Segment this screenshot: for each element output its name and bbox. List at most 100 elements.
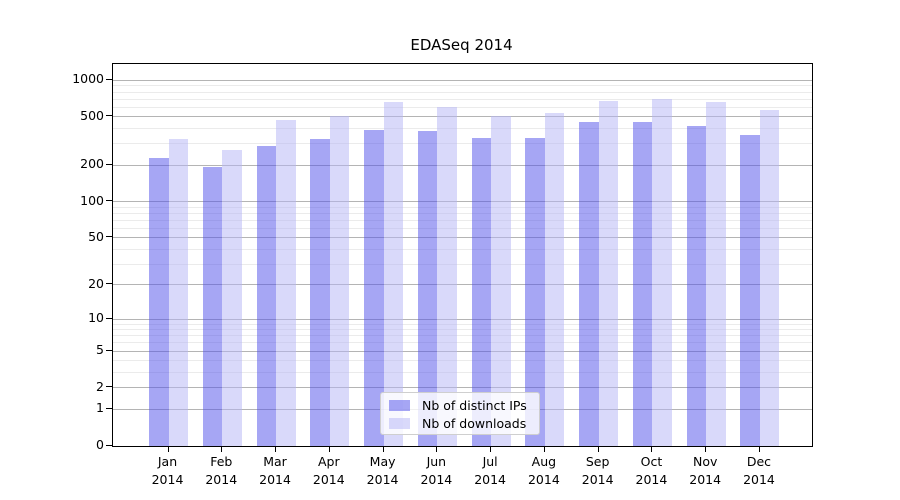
y-tick-mark bbox=[106, 115, 112, 117]
y-tick-mark bbox=[106, 349, 112, 351]
x-tick-mark bbox=[328, 447, 330, 452]
gridline-minor bbox=[113, 329, 812, 331]
bar-downloads-aug bbox=[544, 113, 565, 446]
y-tick-label: 200 bbox=[80, 156, 104, 172]
bar-distinct-ips-feb bbox=[202, 167, 223, 446]
chart-title: EDASeq 2014 bbox=[410, 36, 513, 54]
y-tick-mark bbox=[106, 78, 112, 80]
gridline-minor bbox=[113, 342, 812, 344]
gridline-major bbox=[113, 164, 812, 166]
bar-downloads-sep bbox=[598, 100, 619, 446]
y-tick-mark bbox=[106, 444, 112, 446]
legend: Nb of distinct IPs Nb of downloads bbox=[380, 392, 540, 435]
x-tick-mark bbox=[651, 447, 653, 452]
x-tick-label: Jun 2014 bbox=[420, 454, 453, 487]
bar-distinct-ips-dec bbox=[740, 134, 760, 446]
legend-swatch-downloads-icon bbox=[389, 417, 410, 430]
gridline-minor bbox=[113, 335, 812, 337]
bar-distinct-ips-jun bbox=[417, 131, 438, 446]
gridline-minor bbox=[113, 85, 812, 87]
x-tick-mark bbox=[543, 447, 545, 452]
gridline-major bbox=[113, 284, 812, 286]
bar-distinct-ips-may bbox=[364, 129, 384, 446]
bar-downloads-feb bbox=[222, 149, 242, 446]
bar-downloads-mar bbox=[276, 119, 296, 446]
y-tick-mark bbox=[106, 200, 112, 202]
legend-label-downloads: Nb of downloads bbox=[422, 416, 527, 431]
legend-row-downloads: Nb of downloads bbox=[381, 415, 539, 432]
bar-distinct-ips-oct bbox=[632, 121, 653, 446]
bar-downloads-nov bbox=[706, 102, 726, 446]
gridline-minor bbox=[113, 219, 812, 221]
legend-row-distinct-ips: Nb of distinct IPs bbox=[381, 397, 539, 414]
gridline-minor bbox=[113, 263, 812, 265]
gridline-minor bbox=[113, 212, 812, 214]
bar-distinct-ips-apr bbox=[310, 139, 330, 446]
y-tick-label: 1000 bbox=[72, 71, 104, 87]
x-tick-mark bbox=[382, 447, 384, 452]
x-tick-label: Jul 2014 bbox=[474, 454, 507, 487]
gridline-minor bbox=[113, 206, 812, 208]
x-tick-mark bbox=[221, 447, 223, 452]
y-tick-mark bbox=[106, 386, 112, 388]
gridline-minor bbox=[113, 106, 812, 108]
gridline-minor bbox=[113, 227, 812, 229]
y-tick-mark bbox=[106, 407, 112, 409]
y-tick-mark bbox=[106, 283, 112, 285]
gridline-minor bbox=[113, 323, 812, 325]
bar-distinct-ips-nov bbox=[686, 125, 707, 446]
x-tick-label: Jan 2014 bbox=[151, 454, 184, 487]
gridline-minor bbox=[113, 91, 812, 93]
bar-distinct-ips-sep bbox=[579, 122, 599, 446]
y-tick-mark bbox=[106, 163, 112, 165]
plot-area: Nb of distinct IPs Nb of downloads bbox=[112, 63, 813, 447]
gridline-minor bbox=[113, 98, 812, 100]
bar-downloads-apr bbox=[329, 115, 350, 446]
gridline-major bbox=[113, 201, 812, 203]
y-tick-label: 0 bbox=[96, 437, 104, 452]
bar-downloads-oct bbox=[652, 99, 672, 446]
gridline-major bbox=[113, 116, 812, 118]
x-tick-mark bbox=[275, 447, 277, 452]
x-tick-mark bbox=[167, 447, 169, 452]
gridline-major bbox=[113, 387, 812, 389]
gridline-major bbox=[113, 350, 812, 352]
x-tick-mark bbox=[597, 447, 599, 452]
x-tick-label: Dec 2014 bbox=[743, 454, 775, 487]
legend-swatch-distinct-ips-icon bbox=[389, 399, 410, 412]
bar-distinct-ips-jul bbox=[471, 138, 492, 446]
y-tick-label: 10 bbox=[88, 310, 104, 326]
legend-label-distinct-ips: Nb of distinct IPs bbox=[422, 398, 527, 413]
y-tick-label: 500 bbox=[80, 107, 104, 123]
gridline-minor bbox=[113, 143, 812, 145]
x-tick-mark bbox=[705, 447, 707, 452]
y-tick-label: 100 bbox=[80, 192, 104, 208]
gridline-major bbox=[113, 318, 812, 320]
x-tick-label: May 2014 bbox=[366, 454, 399, 487]
bar-downloads-jan bbox=[168, 138, 188, 446]
gridline-major bbox=[113, 79, 812, 81]
y-tick-label: 50 bbox=[88, 228, 104, 244]
y-tick-mark bbox=[106, 317, 112, 319]
x-tick-label: Apr 2014 bbox=[312, 454, 345, 487]
bar-distinct-ips-aug bbox=[525, 138, 545, 446]
x-tick-label: Mar 2014 bbox=[259, 454, 291, 487]
bar-downloads-jun bbox=[437, 107, 457, 446]
x-tick-mark bbox=[758, 447, 760, 452]
x-tick-label: Nov 2014 bbox=[689, 454, 722, 487]
x-tick-label: Aug 2014 bbox=[527, 454, 560, 487]
y-tick-mark bbox=[106, 236, 112, 238]
gridline-minor bbox=[113, 360, 812, 362]
x-tick-label: Sep 2014 bbox=[581, 454, 614, 487]
y-tick-label: 1 bbox=[96, 400, 104, 416]
gridline-major bbox=[113, 237, 812, 239]
gridline-minor bbox=[113, 248, 812, 250]
bar-downloads-may bbox=[383, 102, 404, 446]
x-tick-mark bbox=[436, 447, 438, 452]
bar-downloads-dec bbox=[759, 109, 780, 446]
gridline-minor bbox=[113, 128, 812, 130]
x-tick-label: Feb 2014 bbox=[205, 454, 238, 487]
bar-distinct-ips-mar bbox=[256, 145, 277, 446]
bar-distinct-ips-jan bbox=[149, 158, 169, 446]
